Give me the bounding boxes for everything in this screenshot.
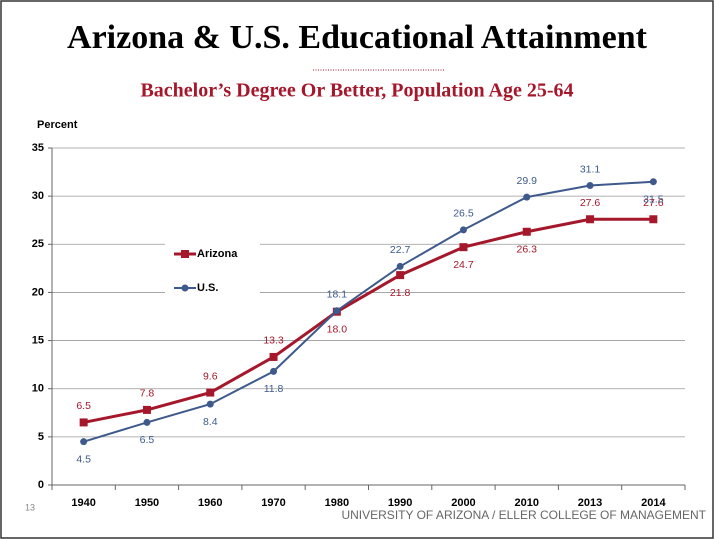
data-label: 22.7 — [390, 244, 411, 256]
data-point — [586, 182, 594, 190]
data-point — [586, 215, 595, 224]
x-tick-label: 2013 — [578, 497, 602, 509]
data-label: 24.7 — [453, 259, 474, 271]
data-point — [206, 400, 214, 408]
data-point — [523, 193, 531, 201]
legend-marker — [181, 284, 189, 292]
data-point — [459, 243, 468, 252]
slide-title: Arizona & U.S. Educational Attainment — [67, 19, 648, 56]
data-label: 31.5 — [643, 193, 664, 205]
data-point — [206, 388, 215, 397]
x-tick-label: 2000 — [451, 497, 475, 509]
y-tick-label: 35 — [32, 142, 44, 154]
data-label: 27.6 — [580, 197, 601, 209]
data-point — [80, 438, 88, 446]
x-tick-label: 2010 — [515, 497, 539, 509]
legend-label: U.S. — [197, 282, 218, 294]
x-tick-label: 1990 — [388, 497, 412, 509]
series-line — [83, 180, 654, 443]
y-tick-label: 5 — [38, 431, 44, 443]
data-label: 27.6 — [643, 197, 664, 209]
data-point — [333, 307, 341, 315]
x-tick-label: 1960 — [198, 497, 222, 509]
x-tick-label: 2014 — [641, 497, 666, 509]
data-label: 18.0 — [327, 323, 348, 335]
y-axis-label: Percent — [37, 119, 78, 131]
data-label: 11.8 — [264, 383, 284, 395]
data-label: 8.4 — [203, 416, 218, 428]
y-tick-label: 15 — [32, 334, 44, 346]
data-point — [396, 262, 404, 270]
data-label: 6.5 — [140, 434, 155, 446]
data-label: 29.9 — [517, 175, 538, 187]
y-tick-label: 20 — [32, 286, 44, 298]
data-point — [143, 418, 151, 426]
y-tick-label: 25 — [32, 238, 44, 250]
series-line — [83, 217, 654, 424]
data-point — [79, 418, 88, 427]
x-tick-label: 1950 — [135, 497, 159, 509]
data-label: 31.1 — [580, 163, 601, 175]
y-tick-label: 10 — [32, 383, 44, 395]
y-tick-label: 0 — [38, 479, 44, 491]
data-label: 7.8 — [140, 388, 155, 400]
data-point — [270, 367, 278, 375]
data-point — [142, 405, 151, 414]
x-tick-label: 1940 — [71, 497, 95, 509]
data-label: 18.1 — [327, 289, 348, 301]
data-label: 6.5 — [76, 400, 91, 412]
slide-footer: UNIVERSITY OF ARIZONA / ELLER COLLEGE OF… — [341, 508, 706, 522]
data-point — [649, 178, 657, 186]
data-point — [396, 271, 405, 280]
x-tick-label: 1980 — [325, 497, 349, 509]
data-point — [459, 226, 467, 234]
chart-subtitle: Bachelor’s Degree Or Better, Population … — [140, 80, 573, 102]
slide-number: 13 — [25, 502, 35, 512]
data-label: 13.3 — [263, 335, 284, 347]
data-point — [522, 227, 531, 236]
x-tick-label: 1970 — [261, 497, 285, 509]
y-tick-label: 30 — [32, 190, 44, 202]
legend-marker — [181, 250, 189, 258]
data-point — [649, 215, 658, 224]
legend-bg — [165, 238, 260, 300]
data-label: 21.8 — [390, 287, 411, 299]
data-label: 9.6 — [203, 370, 218, 382]
data-label: 26.5 — [453, 208, 474, 220]
data-label: 4.5 — [76, 453, 91, 465]
data-point — [269, 352, 278, 361]
legend-label: Arizona — [197, 248, 238, 260]
data-label: 26.3 — [517, 244, 538, 256]
